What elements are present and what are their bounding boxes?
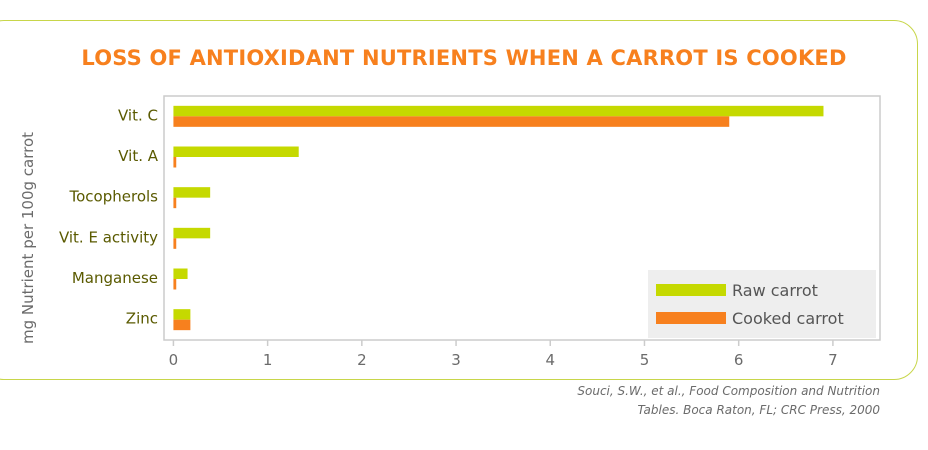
bar-cooked-carrot xyxy=(173,238,177,249)
legend-label-cooked-carrot: Cooked carrot xyxy=(732,309,844,328)
bar-cooked-carrot xyxy=(173,279,177,290)
source-line-1: Souci, S.W., et al., Food Composition an… xyxy=(577,384,880,398)
legend xyxy=(648,270,876,338)
source-citation: Souci, S.W., et al., Food Composition an… xyxy=(577,382,880,420)
bar-cooked-carrot xyxy=(173,197,177,209)
x-tick-label: 7 xyxy=(828,351,838,369)
x-tick-label: 1 xyxy=(263,351,273,369)
category-label: Tocopherols xyxy=(69,188,159,206)
category-label: Vit. E activity xyxy=(59,228,158,246)
bar-cooked-carrot xyxy=(173,116,730,127)
legend-swatch-raw-carrot xyxy=(656,284,726,296)
bar-raw-carrot xyxy=(173,105,824,117)
x-tick-label: 6 xyxy=(734,351,744,369)
category-label: Manganese xyxy=(72,269,158,287)
bar-raw-carrot xyxy=(173,227,211,239)
source-line-2: Tables. Boca Raton, FL; CRC Press, 2000 xyxy=(637,403,880,417)
category-label: Zinc xyxy=(126,310,158,328)
x-tick-label: 3 xyxy=(451,351,461,369)
bar-cooked-carrot xyxy=(173,319,191,331)
x-tick-label: 0 xyxy=(169,351,179,369)
plot-area xyxy=(163,95,881,341)
legend-swatch-cooked-carrot xyxy=(656,312,726,324)
bar-raw-carrot xyxy=(173,268,188,279)
category-label: Vit. C xyxy=(118,106,158,124)
bar-raw-carrot xyxy=(173,187,211,198)
x-tick-label: 2 xyxy=(357,351,367,369)
bar-raw-carrot xyxy=(173,309,191,320)
x-tick-label: 4 xyxy=(545,351,555,369)
category-label: Vit. A xyxy=(118,147,159,165)
bar-cooked-carrot xyxy=(173,157,177,168)
legend-label-raw-carrot: Raw carrot xyxy=(732,281,818,300)
bar-raw-carrot xyxy=(173,146,299,157)
chart-title: LOSS OF ANTIOXIDANT NUTRIENTS WHEN A CAR… xyxy=(81,46,847,70)
x-tick-label: 5 xyxy=(640,351,650,369)
